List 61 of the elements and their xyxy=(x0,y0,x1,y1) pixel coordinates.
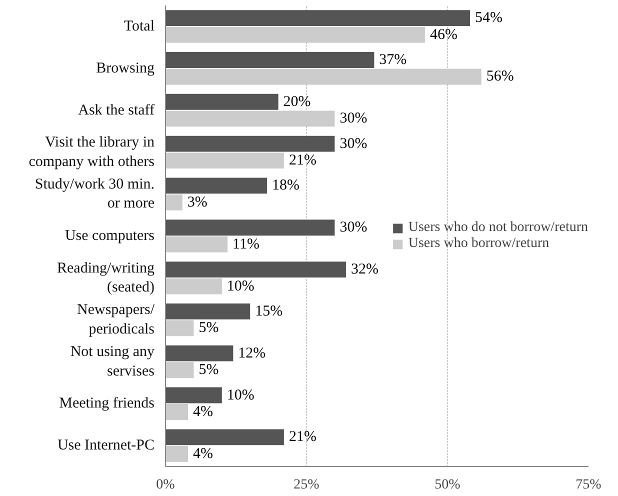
bar xyxy=(166,152,284,169)
bar xyxy=(166,429,284,446)
bar xyxy=(166,194,182,210)
x-tick-label: 50% xyxy=(434,478,461,492)
data-label: 56% xyxy=(486,68,514,85)
data-label: 4% xyxy=(193,446,214,462)
bar xyxy=(166,278,222,294)
data-label: 21% xyxy=(288,152,316,169)
bar xyxy=(166,94,278,110)
bar xyxy=(166,236,228,252)
x-tick-label: 25% xyxy=(294,478,320,492)
y-tick-label: Total xyxy=(124,18,154,34)
data-label: 30% xyxy=(340,220,368,236)
bar xyxy=(166,362,194,378)
data-label: 32% xyxy=(350,262,378,278)
y-tick-label: Use Internet-PC xyxy=(57,438,154,454)
x-tick-label: 75% xyxy=(576,478,602,492)
bar xyxy=(166,387,222,404)
y-tick-label: Use computers xyxy=(64,228,155,244)
bar xyxy=(166,136,335,152)
y-tick-label: Not using any servises xyxy=(70,344,155,380)
y-tick-label: Meeting friends xyxy=(59,396,155,412)
bar xyxy=(166,320,194,336)
y-tick-label: Study/work 30 min. or more xyxy=(34,176,155,212)
data-label: 18% xyxy=(272,178,300,194)
bar xyxy=(166,303,250,320)
bar xyxy=(166,52,374,68)
data-label: 10% xyxy=(226,387,254,404)
data-label: 11% xyxy=(232,236,260,252)
y-tick-label: Reading/writing (seated) xyxy=(57,260,155,296)
data-label: 21% xyxy=(288,429,316,446)
data-label: 30% xyxy=(340,110,368,127)
data-label: 46% xyxy=(430,26,458,43)
bar xyxy=(166,110,335,127)
data-label: 10% xyxy=(226,278,254,294)
y-tick-label: Newspapers/ periodicals xyxy=(77,302,156,338)
bar xyxy=(166,404,188,420)
bar xyxy=(166,220,335,236)
y-tick-label: Browsing xyxy=(96,60,155,76)
data-label: 15% xyxy=(255,303,283,320)
bar xyxy=(166,345,234,362)
data-label: 5% xyxy=(198,320,219,336)
legend-label: Users who do not borrow/return xyxy=(408,220,588,236)
x-tick-label: 0% xyxy=(156,478,176,492)
data-label: 12% xyxy=(238,345,266,362)
data-label: 20% xyxy=(283,94,311,110)
bar xyxy=(166,68,482,85)
bar xyxy=(166,446,188,462)
data-label: 4% xyxy=(193,404,214,420)
y-tick-label: Ask the staff xyxy=(78,102,155,118)
data-label: 5% xyxy=(198,362,219,378)
data-label: 37% xyxy=(379,52,407,68)
y-tick-label: Visit the library in company with others xyxy=(28,134,155,170)
data-label: 54% xyxy=(475,10,503,26)
data-label: 30% xyxy=(340,136,368,152)
bar xyxy=(166,26,425,43)
bar xyxy=(166,178,268,194)
data-label: 3% xyxy=(187,194,208,210)
bar xyxy=(166,10,470,26)
legend-label: Users who borrow/return xyxy=(408,236,550,252)
bar xyxy=(166,262,346,278)
